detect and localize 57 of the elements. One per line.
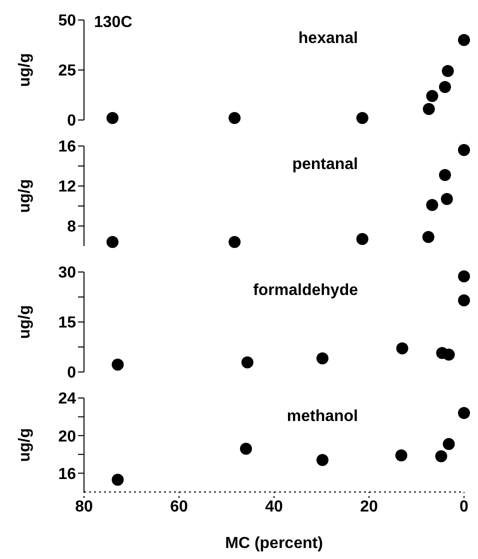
point — [440, 193, 453, 205]
y-tick-label: 20 — [58, 428, 76, 446]
point — [356, 112, 368, 124]
point — [458, 270, 470, 282]
y-tick-label: 12 — [58, 178, 76, 196]
y-axis-title: ug/g — [16, 305, 34, 339]
point — [396, 342, 408, 354]
y-axis-title: ug/g — [16, 53, 34, 87]
y-tick-label: 0 — [67, 112, 76, 130]
x-tick-label: 40 — [265, 498, 283, 516]
point — [241, 356, 254, 368]
point — [228, 236, 241, 248]
point — [240, 442, 252, 455]
text: formaldehyde — [253, 282, 358, 300]
point — [112, 358, 124, 371]
y-tick-label: 0 — [67, 364, 76, 382]
point — [458, 34, 470, 46]
y-axis-title: ug/g — [16, 428, 34, 462]
y-tick-label: 25 — [58, 62, 76, 80]
point — [112, 474, 124, 486]
point — [395, 449, 408, 462]
x-tick-label: 0 — [460, 498, 469, 516]
point — [422, 103, 435, 115]
y-tick-label: 16 — [58, 466, 76, 483]
annotation: 130C — [94, 14, 132, 32]
point — [439, 169, 451, 181]
y-tick-label: 8 — [67, 218, 76, 236]
x-tick-label: 20 — [360, 498, 378, 516]
point — [458, 144, 470, 156]
point — [442, 348, 455, 361]
text: hexanal — [298, 30, 358, 48]
point — [458, 294, 470, 306]
y-tick-label: 30 — [58, 264, 76, 282]
point — [442, 65, 454, 77]
point — [435, 450, 448, 462]
x-tick-label: 60 — [170, 498, 188, 516]
y-tick-label: 50 — [58, 12, 76, 30]
x-axis-title: MC (percent) — [225, 535, 323, 552]
text: methanol — [286, 408, 358, 426]
y-tick-label: 24 — [58, 390, 76, 408]
point — [106, 112, 118, 124]
point — [442, 438, 455, 450]
x-tick-label: 80 — [75, 498, 93, 516]
point — [106, 236, 118, 248]
y-tick-label: 15 — [58, 314, 76, 332]
point — [426, 90, 438, 102]
point — [426, 199, 438, 211]
point — [458, 407, 470, 420]
y-tick-label: 16 — [58, 138, 76, 156]
point — [422, 231, 434, 243]
point — [316, 352, 328, 364]
point — [356, 233, 368, 245]
y-axis-title: ug/g — [16, 179, 34, 213]
point — [316, 454, 328, 466]
point — [228, 112, 241, 124]
text: pentanal — [292, 156, 358, 174]
point — [439, 81, 451, 93]
